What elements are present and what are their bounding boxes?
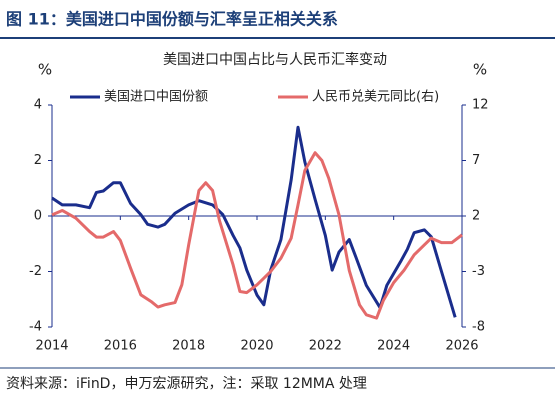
y-tick-label: 0 — [34, 209, 42, 224]
x-tick-label: 2026 — [445, 339, 478, 354]
y2-tick-label: -3 — [472, 264, 485, 279]
x-tick-label: 2016 — [104, 339, 137, 354]
y-tick-label: 2 — [34, 153, 42, 168]
y2-axis-label: % — [473, 61, 487, 79]
y-axis-label: % — [38, 61, 52, 79]
source-note: 资料来源：iFinD，申万宏源研究，注：采取 12MMA 处理 — [6, 376, 367, 392]
y2-tick-label: 2 — [472, 209, 480, 224]
y-tick-label: -2 — [29, 264, 42, 279]
header-title: 图 11：美国进口中国份额与汇率呈正相关关系 — [6, 10, 338, 29]
series-line — [51, 125, 457, 318]
legend-label: 人民币兑美元同比(右) — [312, 90, 439, 105]
x-tick-label: 2022 — [309, 339, 342, 354]
x-tick-label: 2020 — [240, 339, 273, 354]
y2-tick-label: -8 — [472, 320, 485, 335]
x-tick-label: 2024 — [377, 339, 410, 354]
y-tick-label: -4 — [29, 320, 42, 335]
y-tick-label: 4 — [34, 98, 42, 113]
x-tick-label: 2018 — [172, 339, 205, 354]
chart-title: 美国进口中国占比与人民币汇率变动 — [163, 51, 387, 68]
x-tick-label: 2014 — [35, 339, 68, 354]
y2-tick-label: 7 — [472, 153, 480, 168]
y2-tick-label: 12 — [472, 98, 489, 113]
legend-label: 美国进口中国份额 — [104, 90, 208, 105]
series-line — [51, 151, 463, 320]
